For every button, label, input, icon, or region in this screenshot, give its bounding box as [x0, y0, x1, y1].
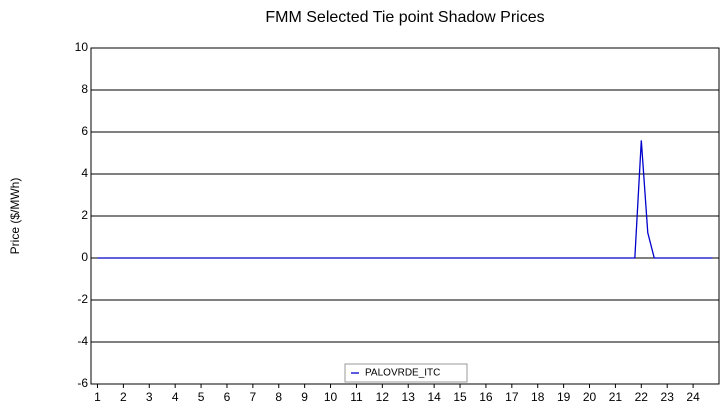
- x-tick-label: 20: [583, 390, 597, 404]
- x-tick-label: 12: [376, 390, 390, 404]
- y-tick-label: 8: [81, 82, 88, 96]
- x-tick-label: 8: [275, 390, 282, 404]
- x-tick-label: 24: [686, 390, 700, 404]
- x-tick-label: 3: [146, 390, 153, 404]
- y-tick-label: -4: [77, 334, 88, 348]
- y-axis-label: Price ($/MWh): [8, 178, 22, 255]
- chart-title: FMM Selected Tie point Shadow Prices: [265, 9, 544, 26]
- x-tick-label: 19: [557, 390, 571, 404]
- y-tick-label: 10: [75, 40, 89, 54]
- legend-box: [344, 363, 468, 383]
- series-line: [97, 140, 713, 259]
- legend-label: PALOVRDE_ITC: [365, 368, 440, 379]
- x-tick-label: 23: [661, 390, 675, 404]
- y-tick-label: 0: [81, 250, 88, 264]
- x-tick-label: 13: [402, 390, 416, 404]
- y-tick-label: 6: [81, 124, 88, 138]
- y-tick-label: 4: [81, 166, 88, 180]
- x-tick-label: 1: [94, 390, 101, 404]
- x-tick-label: 18: [531, 390, 545, 404]
- x-tick-label: 10: [324, 390, 338, 404]
- x-tick-label: 6: [224, 390, 231, 404]
- x-tick-label: 21: [609, 390, 623, 404]
- x-tick-label: 4: [172, 390, 179, 404]
- x-tick-label: 22: [635, 390, 649, 404]
- x-tick-label: 7: [250, 390, 257, 404]
- y-tick-label: 2: [81, 208, 88, 222]
- y-tick-label: -6: [77, 376, 88, 390]
- x-tick-label: 15: [453, 390, 467, 404]
- x-tick-label: 14: [427, 390, 441, 404]
- x-tick-label: 16: [479, 390, 493, 404]
- x-tick-label: 5: [198, 390, 205, 404]
- x-tick-label: 11: [350, 390, 363, 404]
- x-tick-label: 17: [505, 390, 519, 404]
- x-tick-label: 9: [301, 390, 308, 404]
- y-tick-label: -2: [77, 292, 88, 306]
- x-tick-label: 2: [120, 390, 127, 404]
